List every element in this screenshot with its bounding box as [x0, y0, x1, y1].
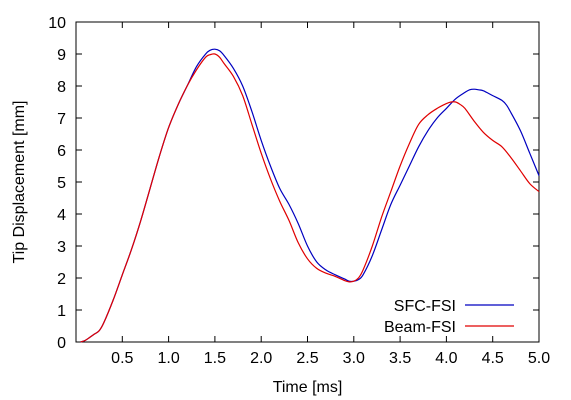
y-tick-label: 9 [57, 47, 66, 64]
y-tick-label: 0 [57, 335, 66, 352]
y-axis-title: Tip Displacement [mm] [11, 101, 28, 264]
x-tick-label: 2.0 [250, 350, 272, 367]
x-tick-label: 3.0 [343, 350, 365, 367]
x-tick-label: 1.0 [157, 350, 179, 367]
x-tick-label: 2.5 [296, 350, 318, 367]
legend-label-sfc-fsi: SFC-FSI [394, 298, 456, 315]
series-line-beam-fsi [80, 53, 540, 343]
plot-frame [75, 21, 540, 343]
y-tick-label: 4 [57, 207, 66, 224]
x-tick-label: 4.5 [482, 350, 504, 367]
y-tick-label: 5 [57, 175, 66, 192]
y-tick-label: 10 [48, 15, 66, 32]
x-tick-label: 0.5 [111, 350, 133, 367]
x-tick-label: 5.0 [528, 350, 550, 367]
y-tick-label: 1 [57, 303, 66, 320]
y-tick-label: 7 [57, 111, 66, 128]
series-line-sfc-fsi [80, 48, 540, 343]
x-tick-label: 4.0 [435, 350, 457, 367]
y-tick-label: 6 [57, 143, 66, 160]
y-tick-label: 3 [57, 239, 66, 256]
legend-label-beam-fsi: Beam-FSI [384, 319, 456, 336]
y-tick-label: 2 [57, 271, 66, 288]
x-tick-label: 1.5 [204, 350, 226, 367]
x-tick-label: 3.5 [389, 350, 411, 367]
x-axis-title: Time [ms] [273, 379, 343, 396]
y-tick-label: 8 [57, 79, 66, 96]
